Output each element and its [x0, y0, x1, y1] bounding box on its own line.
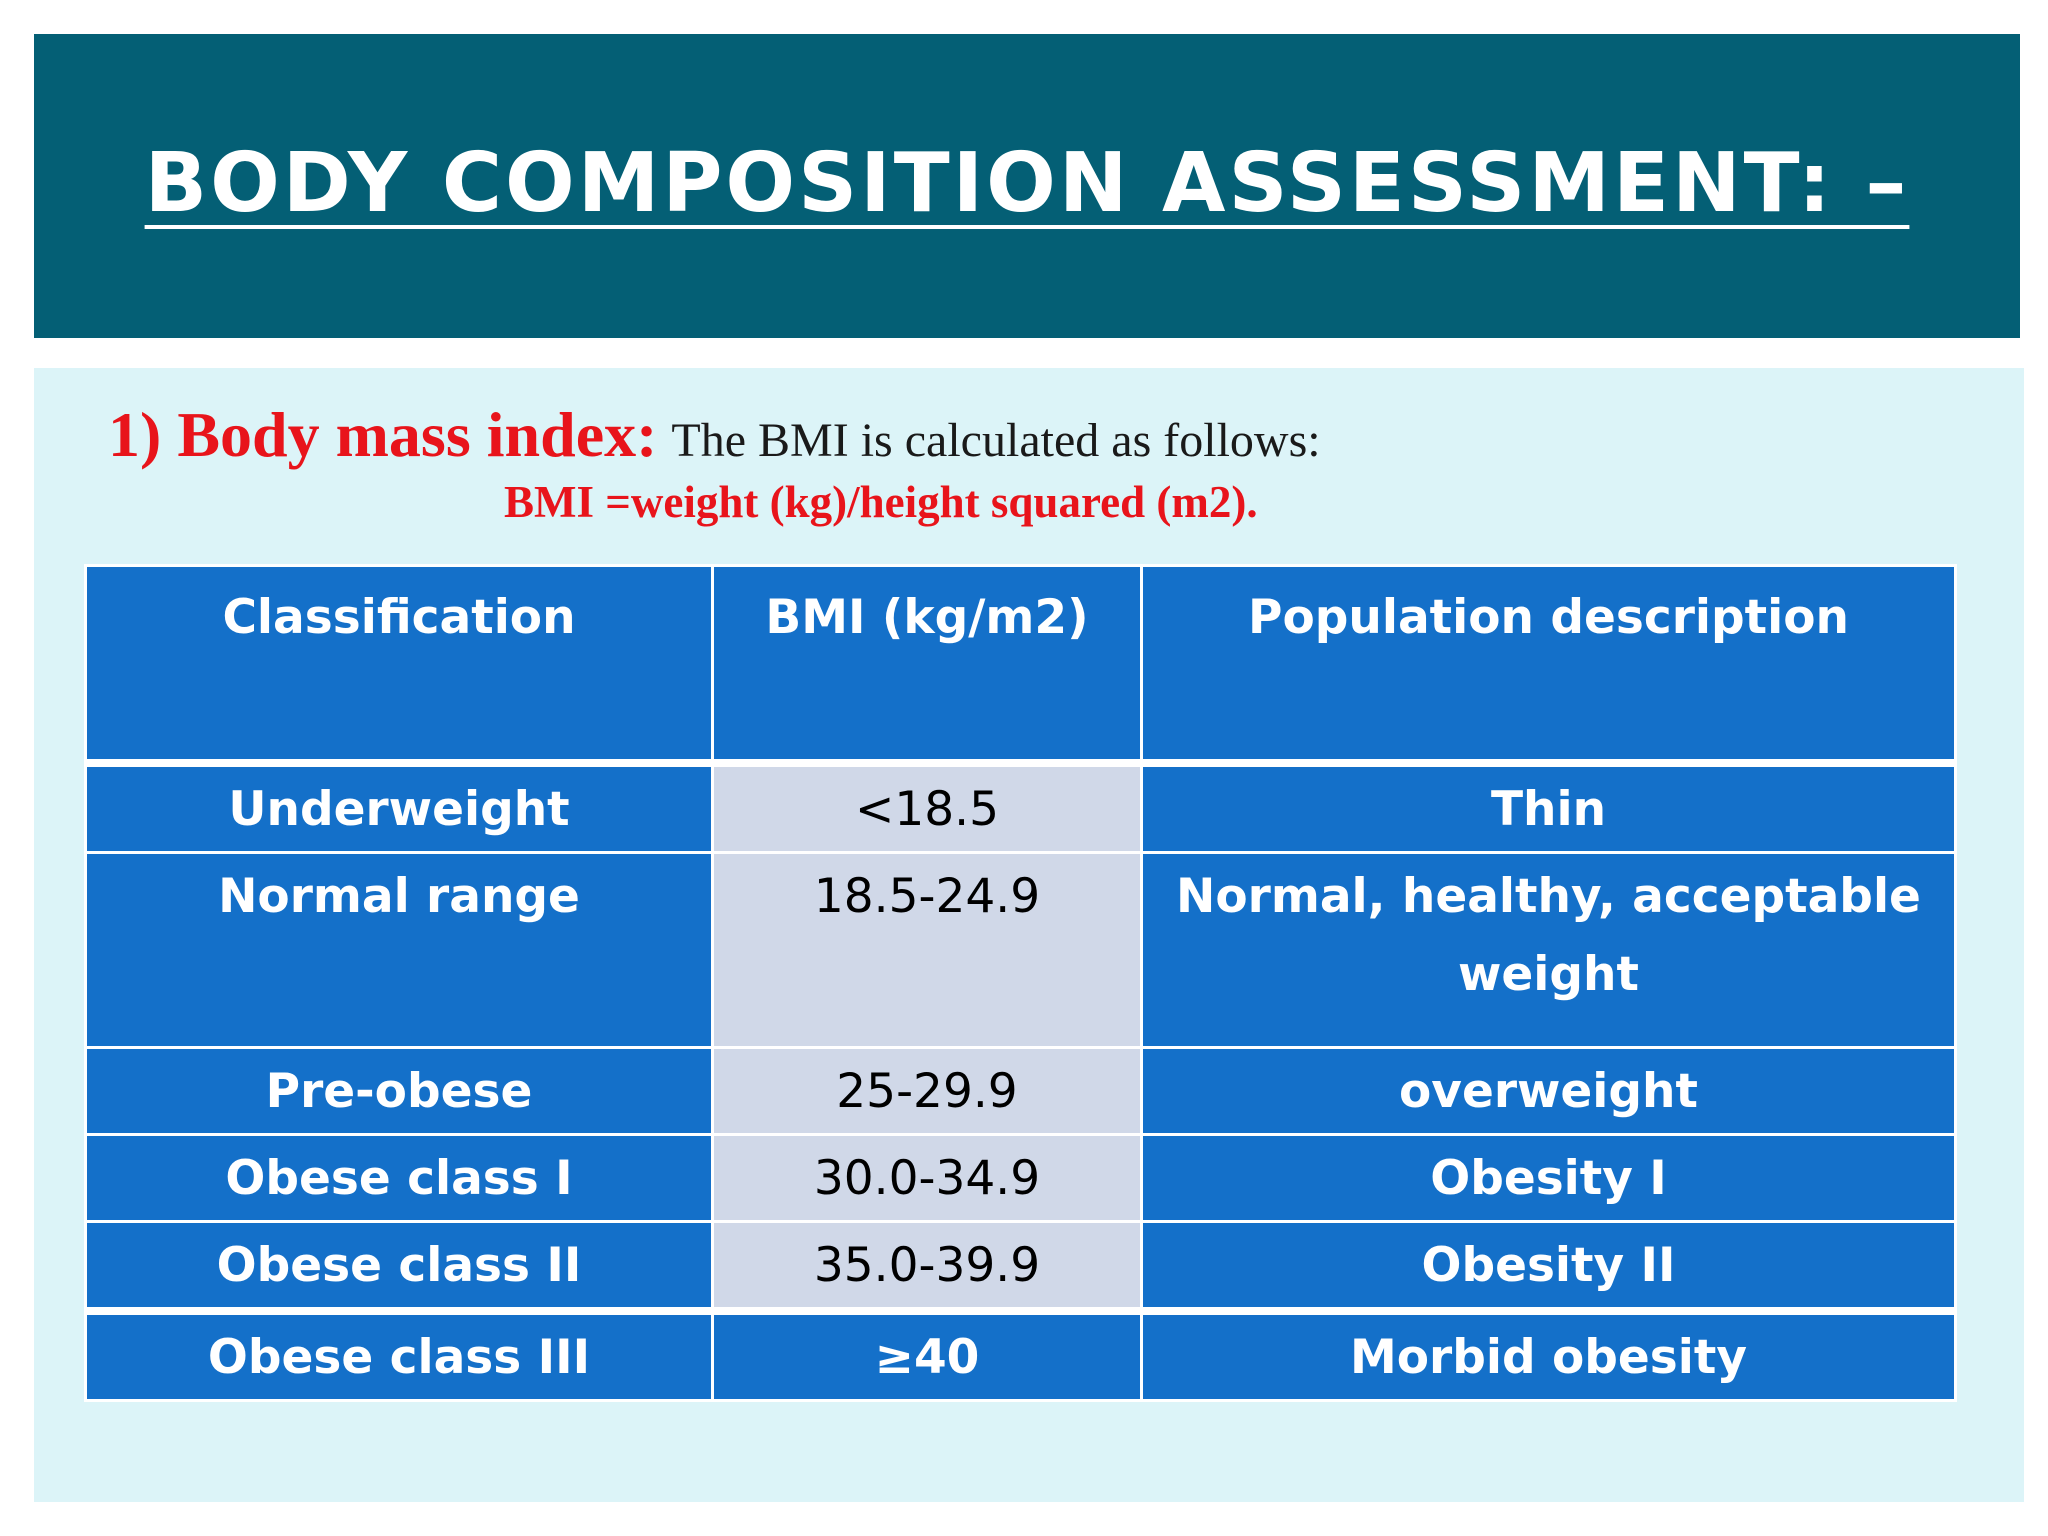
cell-bmi: 25-29.9	[711, 1046, 1143, 1136]
cell-classification: Obese class I	[84, 1133, 714, 1223]
table-row: Obese class II 35.0-39.9 Obesity II	[84, 1220, 1957, 1313]
cell-description: Normal, healthy, acceptable weight	[1140, 851, 1957, 1049]
cell-description: Obesity II	[1140, 1220, 1957, 1313]
cell-bmi: 35.0-39.9	[711, 1220, 1143, 1313]
section-heading: 1) Body mass index:	[108, 399, 658, 470]
cell-bmi: <18.5	[711, 761, 1143, 854]
table-row: Normal range 18.5-24.9 Normal, healthy, …	[84, 851, 1957, 1049]
cell-bmi: ≥40	[711, 1307, 1143, 1402]
column-header-classification: Classification	[84, 564, 714, 767]
cell-classification: Obese class III	[84, 1307, 714, 1402]
table-row: Obese class III ≥40 Morbid obesity	[84, 1307, 1957, 1402]
cell-classification: Underweight	[84, 761, 714, 854]
cell-bmi: 30.0-34.9	[711, 1133, 1143, 1223]
content-panel: 1) Body mass index: The BMI is calculated…	[34, 368, 2024, 1502]
cell-classification: Pre-obese	[84, 1046, 714, 1136]
column-header-description: Population description	[1140, 564, 1957, 767]
bmi-formula: BMI =weight (kg)/height squared (m2).	[504, 477, 1258, 527]
column-header-bmi: BMI (kg/m2)	[711, 564, 1143, 767]
page-title: BODY COMPOSITION ASSESSMENT: –	[144, 135, 1910, 231]
cell-description: Obesity I	[1140, 1133, 1957, 1223]
bmi-table: Classification BMI (kg/m2) Population de…	[84, 564, 1957, 1402]
cell-bmi: 18.5-24.9	[711, 851, 1143, 1049]
section-heading-line: 1) Body mass index: The BMI is calculated…	[108, 398, 1321, 472]
cell-description: Morbid obesity	[1140, 1307, 1957, 1402]
table-row: Pre-obese 25-29.9 overweight	[84, 1046, 1957, 1136]
table-row: Underweight <18.5 Thin	[84, 761, 1957, 854]
cell-description: overweight	[1140, 1046, 1957, 1136]
cell-description: Thin	[1140, 761, 1957, 854]
cell-classification: Obese class II	[84, 1220, 714, 1313]
section-intro: The BMI is calculated as follows:	[671, 414, 1321, 467]
table-header-row: Classification BMI (kg/m2) Population de…	[84, 564, 1957, 767]
table-row: Obese class I 30.0-34.9 Obesity I	[84, 1133, 1957, 1223]
title-bar: BODY COMPOSITION ASSESSMENT: –	[34, 34, 2020, 338]
cell-classification: Normal range	[84, 851, 714, 1049]
